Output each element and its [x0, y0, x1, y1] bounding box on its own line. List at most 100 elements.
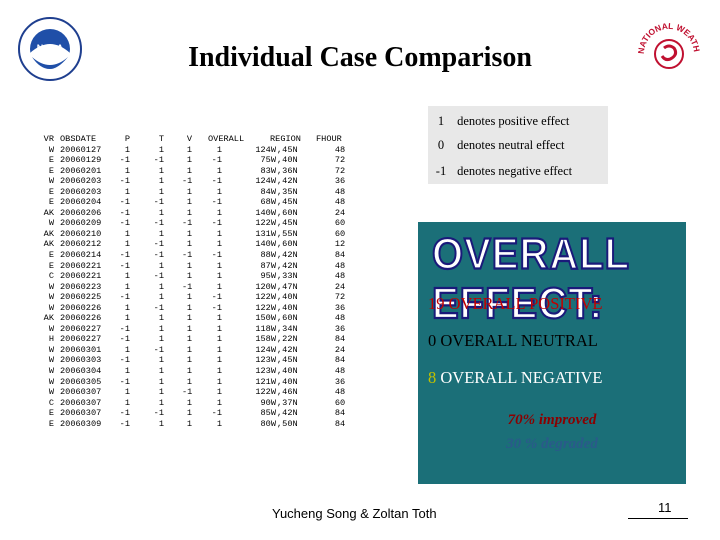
table-cell-vr: H [48, 334, 54, 345]
table-cell-t: -1 [153, 408, 164, 419]
table-cell-t: 1 [158, 165, 164, 176]
table-cell-o: 1 [216, 418, 222, 429]
table-cell-vr: W [48, 218, 54, 229]
table-cell-fh: 24 [334, 281, 346, 292]
table-cell-v: 1 [186, 344, 192, 355]
table-cell-vr: E [48, 260, 54, 271]
table-cell-date: 20060214 [60, 250, 102, 261]
overall-negative-count: 8 OVERALL NEGATIVE [428, 368, 603, 387]
table-cell-lat: ,42N [277, 408, 298, 419]
table-cell-lat: ,40N [277, 302, 298, 313]
table-cell-v: 1 [186, 397, 192, 408]
table-cell-v: -1 [182, 281, 193, 292]
page-number-rule [628, 518, 688, 519]
table-cell-date: 20060303 [60, 355, 102, 366]
table-cell-date: 20060309 [60, 418, 102, 429]
table-cell-date: 20060129 [60, 155, 102, 166]
table-cell-date: 20060307 [60, 387, 102, 398]
table-cell-o: -1 [211, 408, 222, 419]
table-cell-fh: 36 [334, 302, 346, 313]
table-cell-vr: C [48, 271, 54, 282]
table-cell-fh: 48 [334, 186, 346, 197]
table-cell-p: -1 [119, 355, 130, 366]
table-cell-v: 1 [186, 302, 192, 313]
table-cell-fh: 60 [334, 228, 346, 239]
table-cell-vr: W [48, 281, 54, 292]
table-cell-lon: 124W [255, 344, 276, 355]
legend-item-neutral: 0 denotes neutral effect [428, 138, 565, 153]
table-cell-lon: 87W [260, 260, 276, 271]
table-cell-t: -1 [153, 218, 164, 229]
table-cell-t: -1 [153, 271, 164, 282]
author-credit: Yucheng Song & Zoltan Toth [272, 506, 437, 521]
table-cell-o: 1 [216, 281, 222, 292]
table-cell-o: 1 [216, 260, 222, 271]
table-cell-o: -1 [211, 155, 222, 166]
legend-box: 1 denotes positive effect 0 denotes neut… [428, 106, 608, 184]
table-cell-o: 1 [216, 397, 222, 408]
table-cell-o: -1 [211, 302, 222, 313]
table-cell-v: 1 [186, 271, 192, 282]
table-cell-v: 1 [186, 165, 192, 176]
table-cell-t: -1 [153, 250, 164, 261]
table-cell-v: 1 [186, 197, 192, 208]
table-cell-p: -1 [119, 218, 130, 229]
header-p: P [124, 134, 130, 144]
table-cell-v: 1 [186, 155, 192, 166]
table-cell-o: 1 [216, 228, 222, 239]
national-weather-service-logo: NATIONAL WEATHER SERVICE [634, 14, 702, 69]
table-cell-p: 1 [124, 228, 130, 239]
table-cell-p: 1 [124, 366, 130, 377]
table-cell-lon: 122W [255, 292, 276, 303]
table-cell-lon: 150W [255, 313, 276, 324]
table-cell-v: 1 [186, 239, 192, 250]
table-cell-p: -1 [119, 376, 130, 387]
table-cell-lon: 131W [255, 228, 276, 239]
table-cell-lat: ,22N [277, 334, 298, 345]
table-cell-lat: ,46N [277, 387, 298, 398]
table-cell-p: 1 [124, 344, 130, 355]
table-cell-vr: W [48, 323, 54, 334]
table-cell-p: -1 [119, 408, 130, 419]
table-cell-o: 1 [216, 313, 222, 324]
table-cell-vr: AK [43, 239, 54, 250]
table-cell-fh: 84 [334, 408, 346, 419]
table-cell-vr: W [48, 387, 54, 398]
table-cell-lon: 80W [260, 418, 276, 429]
page-title: Individual Case Comparison [188, 42, 532, 73]
legend-value: -1 [435, 164, 447, 178]
table-cell-t: 1 [158, 144, 164, 155]
table-cell-fh: 48 [334, 144, 346, 155]
table-cell-p: 1 [124, 387, 130, 398]
table-cell-p: -1 [119, 418, 130, 429]
table-cell-vr: W [48, 366, 54, 377]
header-vr: VR [43, 134, 54, 144]
table-cell-v: 1 [186, 323, 192, 334]
table-cell-fh: 36 [334, 323, 346, 334]
table-cell-date: 20060227 [60, 334, 102, 345]
table-cell-o: 1 [216, 323, 222, 334]
table-cell-date: 20060209 [60, 218, 102, 229]
table-cell-fh: 60 [334, 218, 346, 229]
table-cell-v: 1 [186, 144, 192, 155]
table-cell-p: -1 [119, 155, 130, 166]
noaa-logo-text: NOAA [37, 43, 64, 53]
header-v: V [186, 134, 192, 144]
table-cell-lat: ,60N [277, 313, 298, 324]
table-cell-vr: W [48, 302, 54, 313]
header-t: T [158, 134, 164, 144]
table-cell-vr: AK [43, 228, 54, 239]
table-cell-vr: C [48, 397, 54, 408]
table-cell-vr: W [48, 355, 54, 366]
table-cell-date: 20060227 [60, 323, 102, 334]
table-cell-v: 1 [186, 313, 192, 324]
table-cell-lon: 123W [255, 366, 276, 377]
table-cell-lon: 120W [255, 281, 276, 292]
table-cell-date: 20060223 [60, 281, 102, 292]
improved-percentage: 70% improved [507, 412, 597, 428]
table-cell-vr: W [48, 376, 54, 387]
table-cell-lat: ,40N [277, 376, 298, 387]
table-cell-p: -1 [119, 334, 130, 345]
table-cell-v: 1 [186, 408, 192, 419]
table-cell-o: -1 [211, 218, 222, 229]
